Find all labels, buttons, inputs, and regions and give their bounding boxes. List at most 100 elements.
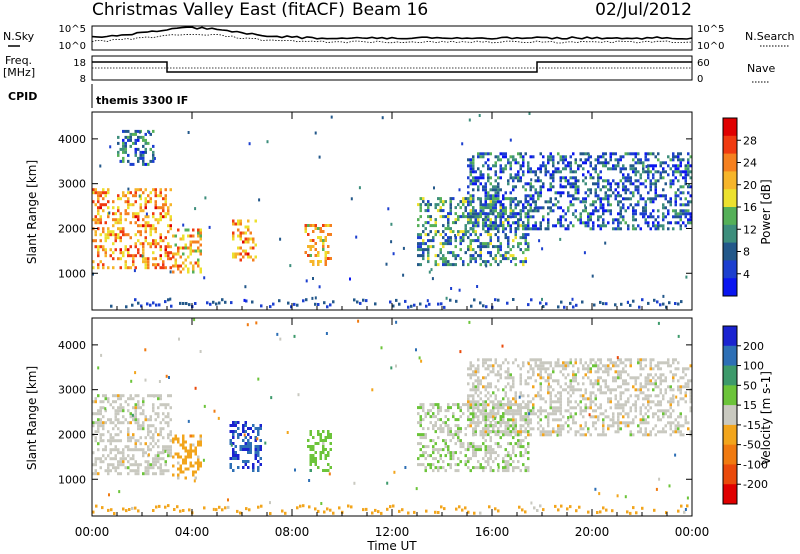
velocity-cell-5	[582, 382, 585, 386]
velocity-cell-0	[119, 421, 122, 425]
velocity-cell-5	[599, 403, 602, 407]
velocity-cell-5	[592, 364, 595, 368]
power-cell-6	[527, 161, 530, 165]
velocity-cell-0	[97, 421, 100, 425]
velocity-cell-1	[172, 437, 175, 441]
velocity-cell-0	[144, 442, 147, 446]
velocity-ground-cell	[539, 504, 542, 508]
velocity-cell-5	[474, 373, 477, 377]
velocity-noise-cell	[168, 376, 170, 379]
velocity-cell-5	[682, 367, 685, 371]
power-cell-4	[152, 129, 155, 133]
velocity-cell-4	[434, 415, 437, 419]
velocity-cell-5	[549, 364, 552, 368]
power-cell-5	[469, 233, 472, 237]
power-cell-6	[554, 170, 557, 174]
velocity-cell-5	[474, 400, 477, 404]
velocity-cell-4	[432, 406, 435, 410]
power-cell-6	[589, 161, 592, 165]
power-cell-6	[644, 218, 647, 222]
velocity-cell-2	[229, 430, 232, 433]
power-cell-6	[539, 188, 542, 192]
velocity-cell-4	[492, 448, 495, 452]
power-cell-2	[239, 222, 242, 226]
velocity-cell-5	[524, 427, 527, 431]
velocity-cell-0	[144, 436, 147, 440]
power-cell-5	[472, 224, 475, 228]
power-cell-5	[457, 230, 460, 234]
velocity-cell-5	[617, 424, 620, 428]
frequency-trace	[92, 61, 692, 73]
power-cell-5	[479, 242, 482, 246]
velocity-cell-4	[519, 406, 522, 410]
power-cell-6	[597, 194, 600, 198]
velocity-cell-3	[309, 469, 312, 472]
velocity-cell-5	[657, 361, 660, 365]
velocity-cell-2	[254, 451, 257, 454]
power-cell-6	[659, 173, 662, 177]
power-cell-1	[172, 234, 175, 238]
velocity-cell-5	[554, 361, 557, 365]
velocity-noise-cell	[158, 380, 161, 383]
velocity-ground-cell	[443, 507, 446, 511]
power-cell-6	[659, 161, 662, 165]
power-cell-6	[649, 188, 652, 192]
power-cell-6	[592, 227, 595, 231]
velocity-ground-cell	[260, 504, 263, 508]
velocity-ground-cell	[683, 510, 686, 514]
velocity-cell-0	[137, 463, 140, 467]
power-cell-0	[169, 266, 172, 270]
velocity-cell-0	[117, 463, 120, 467]
velocity-cell-5	[527, 394, 530, 398]
velocity-cell-4	[507, 463, 510, 467]
velocity-cell-0	[137, 406, 140, 410]
power-cell-6	[629, 152, 632, 156]
velocity-cell-5	[494, 361, 497, 365]
velocity-cell-5	[559, 391, 562, 395]
velocity-cell-4	[502, 421, 505, 425]
velocity-noise-cell	[269, 501, 271, 505]
velocity-cell-2	[244, 436, 247, 439]
power-cell-1	[174, 234, 177, 238]
velocity-cell-0	[117, 412, 120, 416]
power-cell-6	[532, 185, 535, 189]
velocity-cell-0	[147, 433, 150, 437]
power-ground-cell	[473, 298, 476, 302]
velocity-cell-0	[157, 394, 160, 398]
velocity-cell-0	[94, 472, 97, 476]
power-cell-5	[469, 212, 472, 216]
power-cell-6	[497, 224, 500, 228]
power-cell-6	[599, 215, 602, 219]
power-cell-6	[574, 209, 577, 213]
velocity-cell-0	[92, 472, 95, 476]
velocity-cell-0	[127, 430, 130, 434]
power-cell-6	[474, 170, 477, 174]
power-cell-6	[584, 197, 587, 201]
power-cell-0	[102, 191, 105, 195]
power-cell-0	[97, 212, 100, 216]
power-cell-5	[427, 200, 430, 204]
power-cell-0	[154, 200, 157, 204]
power-cell-5	[464, 197, 467, 201]
velocity-cell-5	[579, 388, 582, 392]
velocity-cell-0	[152, 472, 155, 476]
velocity-noise-cell	[567, 416, 570, 419]
power-cell-0	[117, 209, 120, 213]
velocity-cell-0	[154, 457, 157, 461]
velocity-cell-4	[467, 418, 470, 422]
velocity-cell-5	[487, 403, 490, 407]
velocity-cell-5	[679, 391, 682, 395]
velocity-ground-cell	[371, 511, 374, 515]
power-cell-3	[319, 230, 322, 233]
velocity-cell-5	[637, 358, 640, 362]
velocity-cell-5	[667, 385, 670, 389]
velocity-cell-0	[152, 463, 155, 467]
velocity-cell-2	[237, 436, 240, 439]
velocity-cell-0	[129, 469, 132, 473]
velocity-ground-cell	[635, 511, 638, 515]
power-noise-cell	[530, 178, 533, 182]
power-cell-6	[469, 182, 472, 186]
velocity-cell-5	[617, 427, 620, 431]
velocity-cell-4	[512, 409, 515, 413]
velocity-cell-0	[109, 403, 112, 407]
